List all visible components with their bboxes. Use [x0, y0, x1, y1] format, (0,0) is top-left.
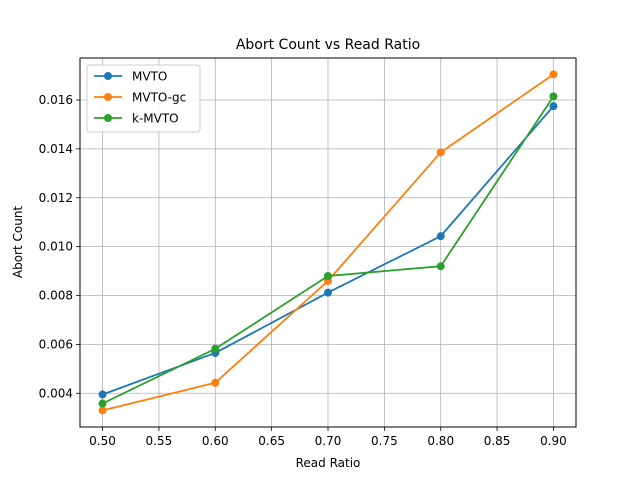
ticks: 0.50 0.55 0.60 0.65 0.70 0.75 0.80 0.85 0.90 0.00…: [39, 93, 567, 448]
data-point-k-mvto: [98, 399, 107, 408]
legend-marker-mvto: [104, 72, 112, 80]
y-tick-label: 0.004: [39, 386, 73, 400]
grid: [80, 58, 576, 427]
y-tick-label: 0.006: [39, 337, 73, 351]
y-tick-label: 0.014: [39, 142, 73, 156]
x-tick-label: 0.75: [371, 434, 398, 448]
x-tick-label: 0.65: [258, 434, 285, 448]
data-point-k-mvto: [324, 271, 332, 280]
data-point-k-mvto: [549, 92, 558, 101]
data-point-mvto: [549, 102, 558, 111]
legend-label-mvto: MVTO: [132, 70, 167, 84]
data-point-mvto-gc: [436, 148, 445, 157]
legend-box: [86, 64, 201, 133]
x-tick-label: 0.70: [315, 434, 342, 448]
series-layer: [98, 70, 558, 415]
legend-item-k-mvto: k-MVTO: [94, 112, 179, 126]
y-tick-label: 0.016: [39, 93, 73, 107]
data-point-mvto-gc: [549, 70, 558, 79]
x-tick-label: 0.55: [146, 434, 173, 448]
x-axis-label: Read Ratio: [296, 456, 361, 470]
x-tick-label: 0.60: [202, 434, 229, 448]
data-point-mvto: [324, 288, 332, 297]
x-tick-label: 0.80: [427, 434, 454, 448]
data-point-mvto: [436, 232, 445, 241]
legend: MVTO MVTO-gc k-MVTO: [86, 64, 201, 133]
x-tick-label: 0.90: [540, 434, 567, 448]
y-tick-label: 0.012: [39, 191, 73, 205]
x-tick-label: 0.50: [89, 434, 116, 448]
chart-title: Abort Count vs Read Ratio: [236, 37, 420, 53]
data-point-mvto-gc: [98, 406, 107, 415]
data-point-k-mvto: [436, 262, 445, 271]
series-k-mvto: [98, 92, 558, 408]
y-axis-label: Abort Count: [11, 206, 25, 279]
data-point-mvto: [98, 390, 107, 399]
legend-marker-k-mvto: [104, 114, 112, 122]
legend-item-mvto: MVTO: [94, 70, 167, 84]
legend-label-k-mvto: k-MVTO: [132, 112, 179, 126]
y-tick-label: 0.008: [39, 289, 73, 303]
legend-label-mvto-gc: MVTO-gc: [132, 91, 186, 105]
legend-item-mvto-gc: MVTO-gc: [94, 91, 186, 105]
y-tick-label: 0.010: [39, 240, 73, 254]
x-tick-label: 0.85: [484, 434, 511, 448]
legend-marker-mvto-gc: [104, 93, 112, 101]
data-point-mvto-gc: [211, 378, 220, 387]
data-point-k-mvto: [211, 344, 220, 353]
